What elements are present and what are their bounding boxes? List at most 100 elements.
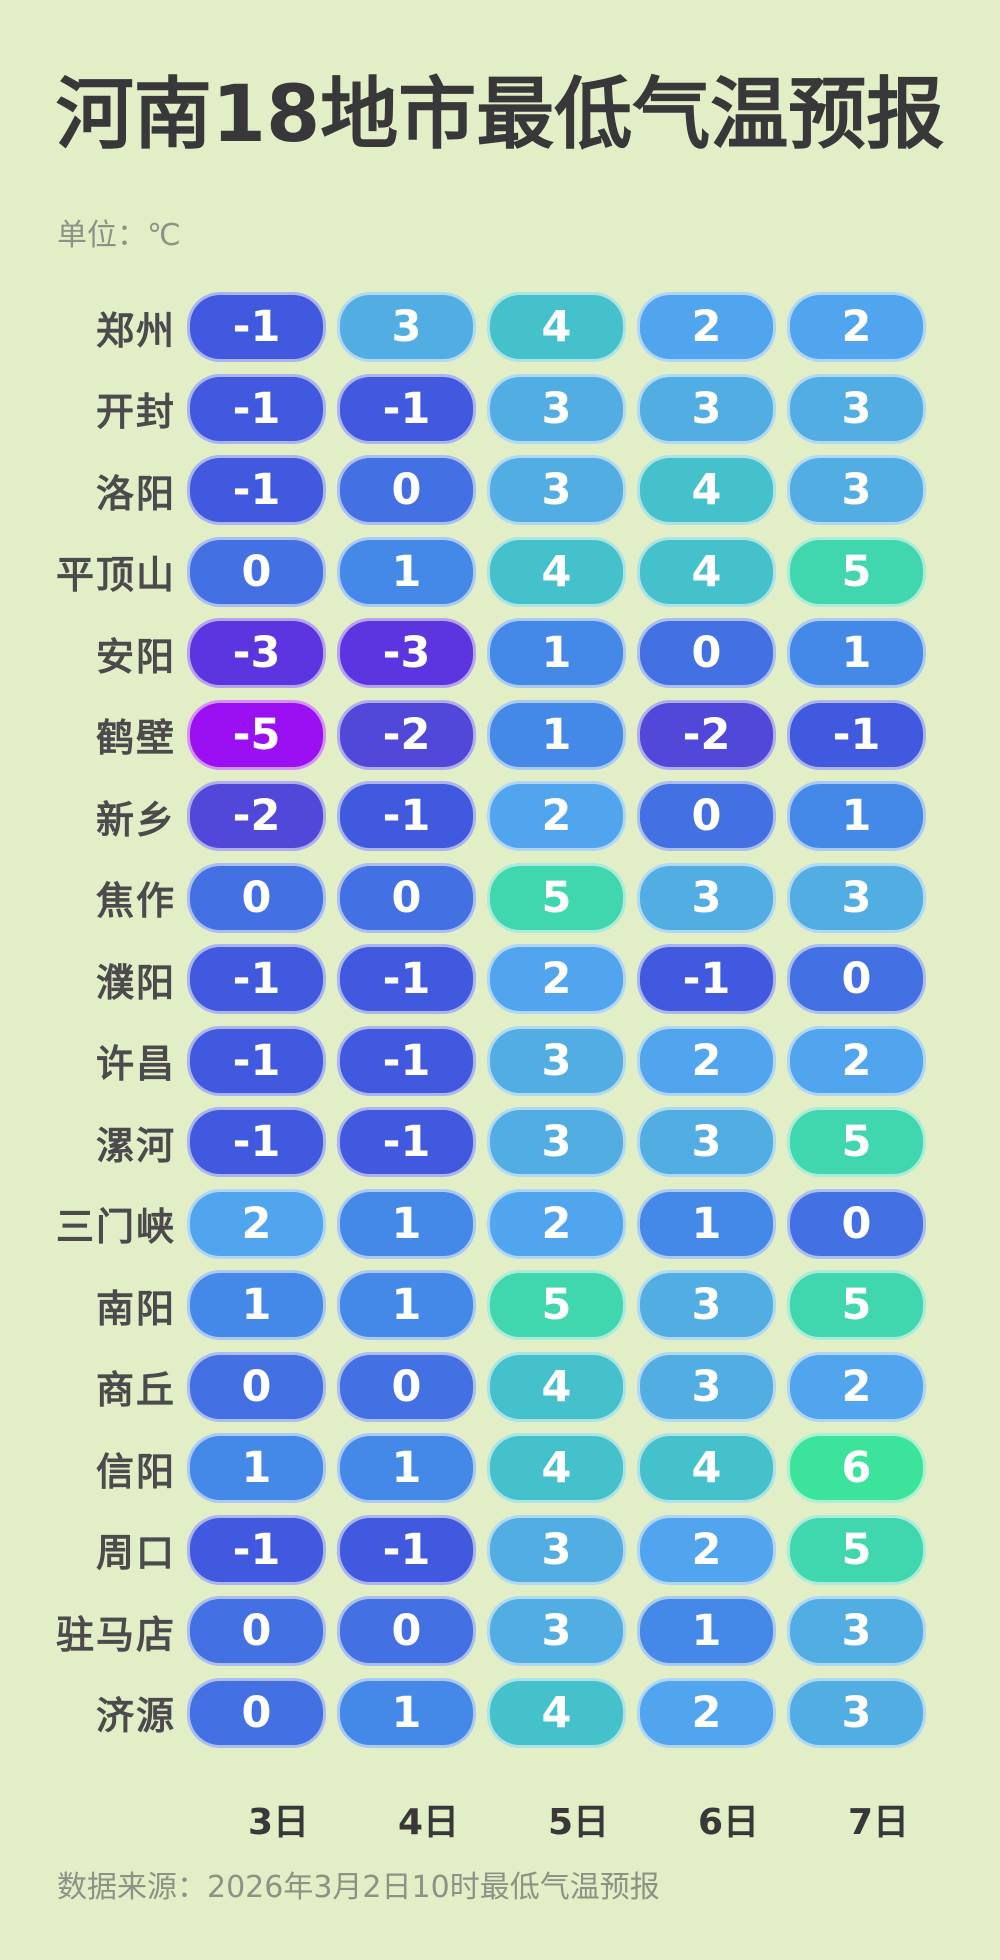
table-row: 郑州 -1 3 4 2 2 [0, 292, 1000, 362]
temp-cell: 0 [787, 1188, 926, 1259]
temp-cell: 0 [337, 1596, 476, 1666]
temp-cell: -1 [187, 455, 326, 525]
temp-cell: 3 [637, 862, 776, 933]
table-row: 平顶山 0 1 4 4 5 [0, 536, 1000, 607]
temp-cell: 4 [487, 1433, 626, 1503]
temp-cell: 0 [337, 1351, 476, 1422]
temp-cell: 0 [637, 618, 776, 688]
temp-cell: 3 [787, 455, 926, 525]
temp-cell: 3 [787, 373, 926, 444]
temperature-table: 郑州 -1 3 4 2 2 开封 -1 -1 3 3 3 洛阳 -1 0 3 4 3 平顶山 0 1 4 4 5 安阳 -3 -3 1… [0, 292, 1000, 1759]
city-label: 漯河 [95, 1123, 176, 1168]
temp-cell: -1 [337, 373, 476, 444]
temp-cell: -3 [187, 618, 326, 688]
temp-cell: 1 [337, 1270, 476, 1340]
city-label: 三门峡 [55, 1205, 176, 1249]
date-column-header: 5日 [547, 1802, 610, 1843]
temp-cell: 2 [637, 1514, 776, 1585]
city-label: 开封 [95, 390, 176, 434]
temp-cell: 2 [487, 944, 626, 1014]
temp-cell: -1 [337, 1025, 476, 1096]
temp-cell: 1 [637, 1596, 776, 1666]
temp-cell: 2 [787, 292, 926, 362]
temp-cell: -1 [187, 1514, 326, 1585]
table-row: 商丘 0 0 4 3 2 [0, 1351, 1000, 1422]
temp-cell: 5 [487, 862, 626, 933]
temp-cell: 3 [787, 1596, 926, 1666]
temp-cell: 2 [487, 1188, 626, 1259]
city-label: 鹤壁 [95, 716, 176, 760]
table-row: 洛阳 -1 0 3 4 3 [0, 455, 1000, 525]
temp-cell: 2 [787, 1351, 926, 1422]
unit-label: 单位：℃ [57, 218, 181, 253]
city-label: 郑州 [95, 308, 176, 353]
date-column-header: 7日 [847, 1802, 910, 1843]
temp-cell: 1 [187, 1433, 326, 1503]
page-title: 河南18地市最低气温预报 [55, 70, 945, 160]
temp-cell: -1 [337, 944, 476, 1014]
temp-cell: 2 [637, 1025, 776, 1096]
temp-cell: -2 [637, 699, 776, 770]
temp-cell: 2 [787, 1025, 926, 1096]
temp-cell: -1 [187, 944, 326, 1014]
table-row: 新乡 -2 -1 2 0 1 [0, 781, 1000, 851]
table-row: 开封 -1 -1 3 3 3 [0, 373, 1000, 444]
temp-cell: 3 [487, 1107, 626, 1177]
temp-cell: 1 [787, 618, 926, 688]
temp-cell: -1 [187, 292, 326, 362]
temp-cell: 0 [337, 862, 476, 933]
table-row: 濮阳 -1 -1 2 -1 0 [0, 944, 1000, 1014]
date-column-header: 3日 [247, 1802, 310, 1843]
temp-cell: -5 [187, 699, 326, 770]
temp-cell: -1 [787, 699, 926, 770]
temp-cell: 1 [337, 1677, 476, 1748]
temp-cell: 3 [787, 1677, 926, 1748]
table-row: 济源 0 1 4 2 3 [0, 1677, 1000, 1748]
date-column-header: 6日 [697, 1802, 760, 1843]
temp-cell: 1 [487, 699, 626, 770]
temp-cell: 0 [787, 944, 926, 1014]
temp-cell: 1 [637, 1188, 776, 1259]
city-label: 南阳 [95, 1286, 176, 1331]
city-label: 许昌 [95, 1042, 176, 1086]
temp-cell: 4 [637, 536, 776, 607]
temp-cell: 2 [187, 1188, 326, 1259]
temp-cell: 4 [637, 455, 776, 525]
temp-cell: 1 [337, 1433, 476, 1503]
city-label: 安阳 [95, 634, 176, 679]
temp-cell: -3 [337, 618, 476, 688]
temp-cell: -1 [637, 944, 776, 1014]
date-column-header: 4日 [397, 1802, 460, 1843]
city-label: 濮阳 [95, 960, 176, 1005]
table-row: 焦作 0 0 5 3 3 [0, 862, 1000, 933]
temp-cell: 3 [487, 373, 626, 444]
temp-cell: 5 [787, 1270, 926, 1340]
temp-cell: 5 [787, 1107, 926, 1177]
temp-cell: 4 [487, 1677, 626, 1748]
city-label: 新乡 [95, 797, 176, 842]
temp-cell: 1 [487, 618, 626, 688]
table-row: 信阳 1 1 4 4 6 [0, 1433, 1000, 1503]
temp-cell: 3 [787, 862, 926, 933]
table-row: 安阳 -3 -3 1 0 1 [0, 618, 1000, 688]
temp-cell: 0 [637, 781, 776, 851]
temp-cell: 2 [637, 1677, 776, 1748]
city-label: 商丘 [95, 1368, 176, 1412]
temp-cell: 0 [187, 1596, 326, 1666]
temp-cell: 5 [787, 536, 926, 607]
temp-cell: 3 [337, 292, 476, 362]
temp-cell: -1 [337, 781, 476, 851]
temp-cell: 1 [787, 781, 926, 851]
temp-cell: -1 [337, 1107, 476, 1177]
city-label: 洛阳 [95, 471, 176, 516]
table-row: 许昌 -1 -1 3 2 2 [0, 1025, 1000, 1096]
city-label: 周口 [95, 1531, 176, 1575]
temp-cell: 3 [637, 1270, 776, 1340]
temp-cell: -1 [187, 1107, 326, 1177]
temp-cell: 3 [637, 373, 776, 444]
table-row: 南阳 1 1 5 3 5 [0, 1270, 1000, 1340]
temp-cell: 0 [187, 862, 326, 933]
city-label: 焦作 [95, 879, 176, 923]
temp-cell: 0 [337, 455, 476, 525]
